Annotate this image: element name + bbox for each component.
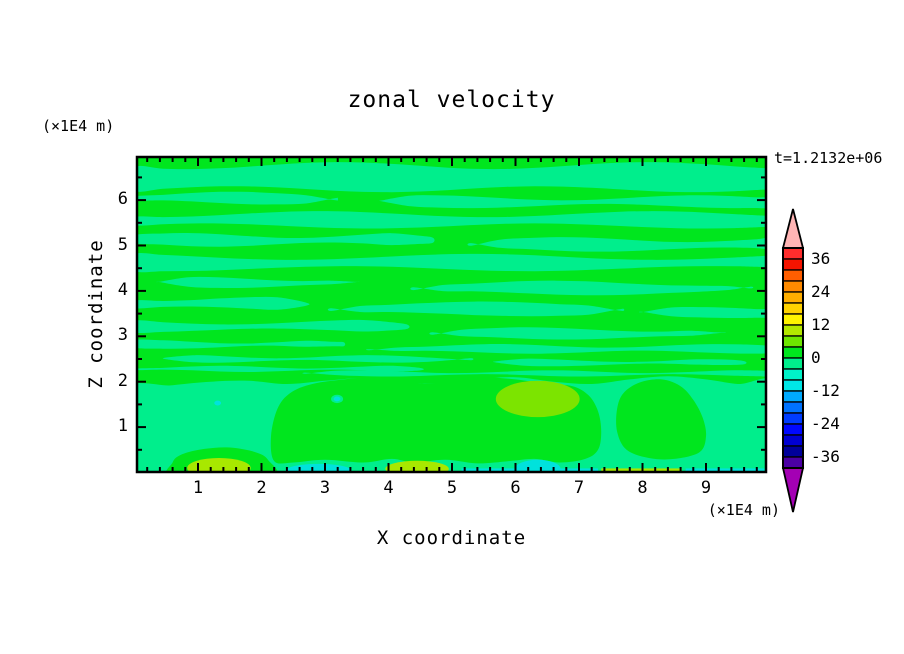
x-tick-label: 1 (192, 478, 204, 498)
colorbar-segment (782, 412, 804, 425)
x-tick-label: 2 (256, 478, 267, 498)
colorbar-segment (782, 357, 804, 370)
x-tick-label: 8 (637, 478, 648, 498)
x-tick-label: 7 (573, 478, 585, 498)
colorbar-segment (782, 313, 804, 326)
green-lower-right (616, 379, 707, 460)
colorbar-segment (782, 445, 804, 458)
time-annotation: t=1.2132e+06 (774, 149, 883, 167)
colorbar-segment (782, 368, 804, 381)
colorbar-segment (782, 247, 804, 260)
z-tick-label: 2 (117, 370, 128, 391)
colorbar-segment (782, 401, 804, 414)
x-tick-label: 5 (446, 478, 458, 498)
colorbar-under-arrow (781, 467, 805, 513)
colorbar-segment (782, 335, 804, 348)
z-tick-label: 5 (117, 234, 128, 255)
z-tick-label: 1 (117, 416, 128, 437)
colorbar-segment (782, 280, 804, 293)
x-axis-unit-label: (×1E4 m) (707, 501, 780, 519)
colorbar-segment (782, 269, 804, 282)
colorbar-segment (782, 423, 804, 436)
z-tick-label: 6 (117, 189, 128, 210)
colorbar-segment (782, 456, 804, 469)
x-tick-label: 4 (383, 478, 394, 498)
colorbar-tick-label: 0 (811, 348, 821, 367)
colorbar-segment (782, 258, 804, 271)
colorbar-tick-label: -36 (811, 447, 840, 466)
plot-title: zonal velocity (347, 87, 556, 113)
colorbar-tick-label: -24 (811, 414, 840, 433)
colorbar-over-arrow (781, 208, 805, 249)
z-tick-label: 3 (117, 325, 128, 346)
colorbar-segment (782, 346, 804, 359)
plot-frame (135, 155, 768, 474)
contour-field (137, 157, 766, 472)
colorbar-tick-label: -12 (811, 381, 840, 400)
z-axis-unit-label: (×1E4 m) (42, 117, 115, 135)
colorbar (781, 208, 805, 513)
x-tick-label: 9 (700, 478, 712, 498)
colorbar-segment (782, 390, 804, 403)
colorbar-segment (782, 302, 804, 315)
colorbar-segment (782, 324, 804, 337)
colorbar-segment (782, 434, 804, 447)
colorbar-segment (782, 291, 804, 304)
x-tick-label: 6 (510, 478, 521, 498)
x-axis-title: X coordinate (376, 527, 527, 549)
colorbar-segment (782, 379, 804, 392)
x-tick-label: 3 (319, 478, 331, 498)
colorbar-tick-label: 24 (811, 282, 831, 301)
colorbar-tick-label: 12 (811, 315, 831, 334)
z-tick-label: 4 (117, 279, 128, 300)
colorbar-tick-label: 36 (811, 249, 831, 268)
